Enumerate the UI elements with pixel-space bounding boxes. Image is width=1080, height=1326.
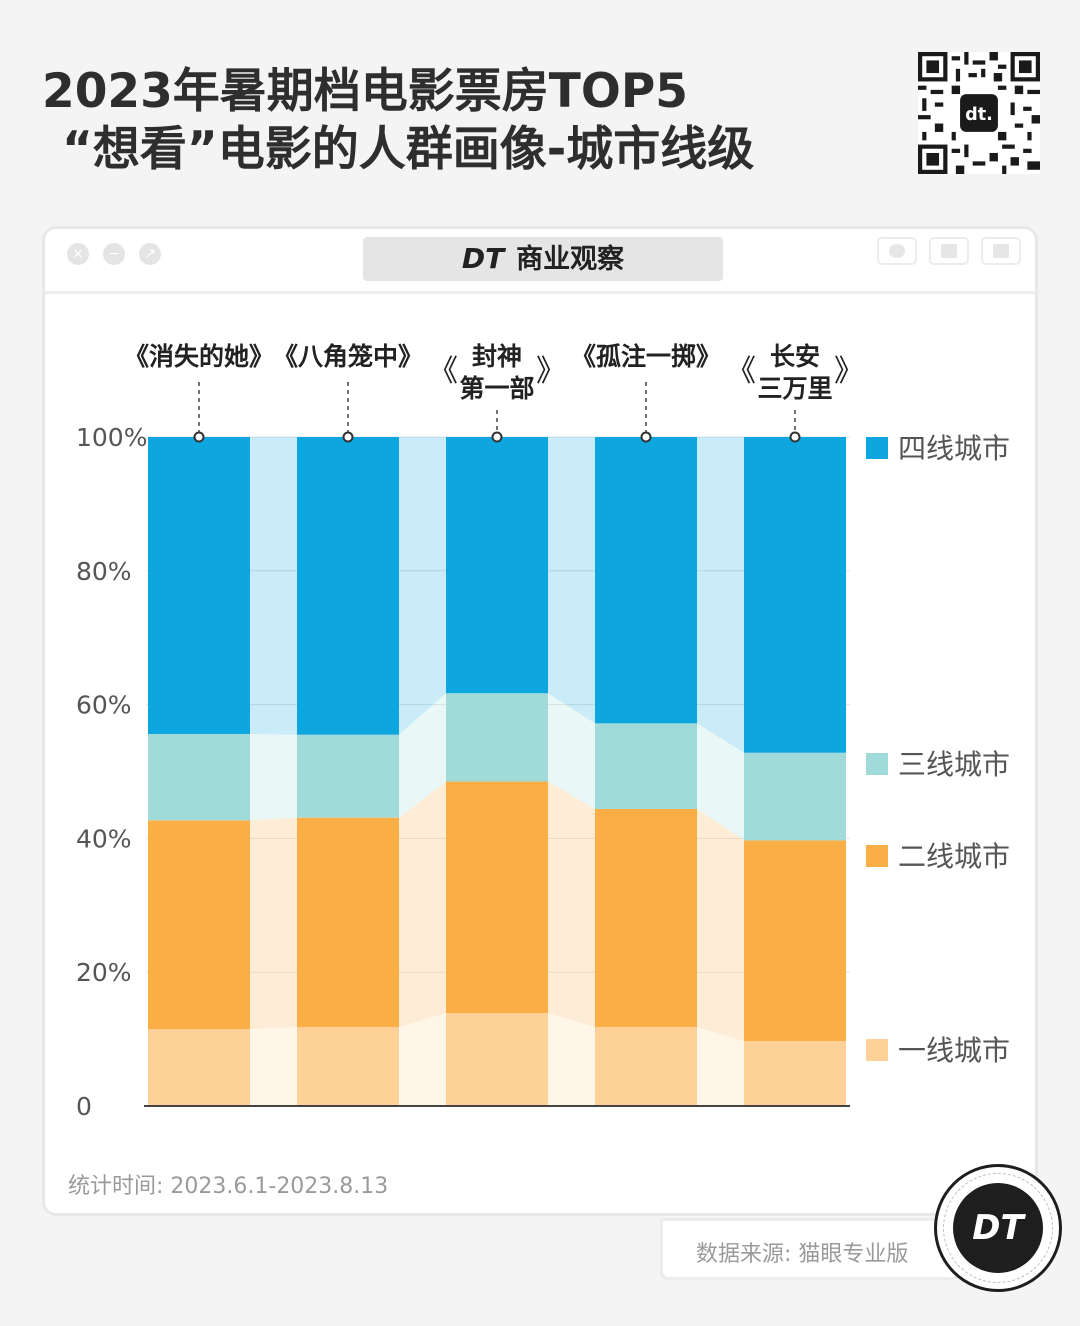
stat-time-note: 统计时间: 2023.6.1-2023.8.13 — [68, 1174, 389, 1199]
share-icon[interactable] — [929, 237, 969, 265]
connector-band — [399, 437, 446, 735]
bar-segment — [446, 693, 548, 782]
legend-label: 三线城市 — [898, 748, 1010, 781]
svg-text:dt.: dt. — [965, 105, 993, 125]
label-anchor-dot — [789, 431, 801, 443]
bar-segment — [297, 817, 399, 1028]
category-label: 《孤注一掷》 — [571, 342, 721, 371]
dt-logo: DT — [934, 1164, 1062, 1292]
connector-band — [697, 723, 744, 841]
bar-segment — [297, 734, 399, 818]
legend-swatch — [866, 845, 888, 867]
legend-swatch — [866, 1039, 888, 1061]
label-anchor-dot — [342, 431, 354, 443]
window-title-bar: × − ↗ DT 商业观察 — [45, 229, 1035, 294]
label-anchor-dot — [491, 431, 503, 443]
close-icon[interactable]: × — [67, 243, 89, 265]
legend-swatch — [866, 437, 888, 459]
copy-icon[interactable] — [981, 237, 1021, 265]
y-tick-label: 0 — [76, 1092, 92, 1121]
legend-swatch — [866, 753, 888, 775]
connector-band — [548, 693, 595, 809]
bar-segment — [297, 437, 399, 735]
record-icon[interactable] — [877, 237, 917, 265]
category-label-line: 封神 — [472, 342, 522, 371]
bracket-left: 《 — [726, 354, 756, 389]
bar-segment — [744, 752, 846, 841]
category-label-line: 第一部 — [459, 374, 534, 403]
page-title: 2023年暑期档电影票房TOP5 — [42, 64, 688, 119]
minimize-icon[interactable]: − — [103, 243, 125, 265]
legend-label: 四线城市 — [898, 432, 1010, 465]
connector-band — [399, 693, 446, 818]
bar-segment — [297, 1027, 399, 1106]
category-label: 《八角笼中》 — [273, 342, 423, 371]
y-tick-label: 20% — [76, 958, 132, 987]
legend-label: 一线城市 — [898, 1034, 1010, 1067]
connector-band — [399, 781, 446, 1028]
bar-segment — [595, 808, 697, 1028]
connector-band — [697, 437, 744, 753]
connector-band — [548, 1013, 595, 1106]
bar-segment — [148, 1029, 250, 1106]
bar-segment — [595, 437, 697, 724]
connector-band — [697, 808, 744, 1042]
category-label-line: 长安 — [770, 342, 820, 371]
connector-band — [399, 1013, 446, 1106]
qr-code-icon: dt. — [918, 52, 1040, 174]
legend-label: 二线城市 — [898, 840, 1010, 873]
data-source-note: 数据来源: 猫眼专业版 — [696, 1242, 909, 1267]
connector-band — [250, 437, 297, 735]
y-tick-label: 100% — [76, 423, 147, 452]
logo-mark: DT — [953, 1183, 1043, 1273]
bracket-left: 《 — [428, 354, 458, 389]
brand-text: 商业观察 — [516, 244, 625, 275]
bar-segment — [446, 1013, 548, 1106]
bar-segment — [595, 723, 697, 809]
connector-band — [250, 1027, 297, 1106]
y-tick-label: 40% — [76, 824, 132, 853]
connector-band — [250, 817, 297, 1030]
bar-segment — [446, 437, 548, 694]
bar-segment — [744, 1041, 846, 1106]
brand-tab: DT 商业观察 — [363, 237, 723, 281]
bracket-right: 》 — [834, 354, 864, 389]
brand-mark: DT — [461, 242, 505, 275]
label-anchor-dot — [640, 431, 652, 443]
connector-band — [250, 734, 297, 821]
bar-segment — [148, 734, 250, 821]
category-label: 《消失的她》 — [124, 342, 274, 371]
connector-band — [548, 437, 595, 724]
label-anchor-dot — [193, 431, 205, 443]
maximize-icon[interactable]: ↗ — [139, 243, 161, 265]
bar-segment — [446, 781, 548, 1014]
y-tick-label: 80% — [76, 557, 132, 586]
bar-segment — [148, 820, 250, 1030]
bar-segment — [148, 437, 250, 735]
bracket-right: 》 — [536, 354, 566, 389]
bar-segment — [744, 437, 846, 753]
category-label-line: 三万里 — [757, 374, 832, 403]
bar-segment — [595, 1027, 697, 1106]
connector-band — [548, 781, 595, 1028]
connector-band — [697, 1027, 744, 1106]
page-subtitle: “想看”电影的人群画像-城市线级 — [62, 122, 755, 177]
logo-ring — [943, 1173, 1053, 1283]
y-tick-label: 60% — [76, 691, 132, 720]
bar-segment — [744, 840, 846, 1042]
